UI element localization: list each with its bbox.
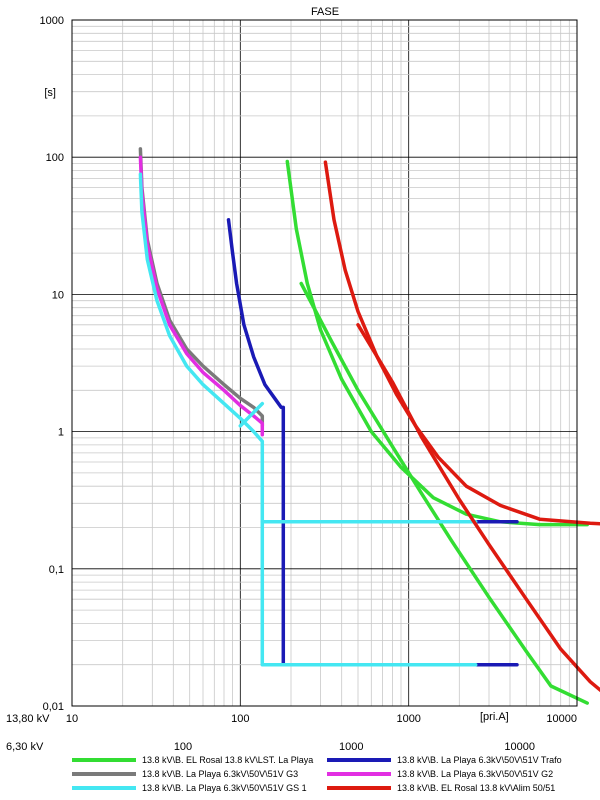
- chart-title: FASE: [311, 6, 339, 18]
- x-tick-label: 1000: [396, 713, 420, 725]
- grid: [71, 20, 577, 707]
- series-curves: [138, 147, 600, 705]
- y-tick-label: 10: [52, 289, 64, 301]
- y-tick-labels: 1000 100 10 1 0,1 0,01: [40, 15, 64, 713]
- legend-label: 13.8 kV\B. EL Rosal 13.8 kV\LST. La Play…: [142, 755, 313, 765]
- legend-label: 13.8 kV\B. La Playa 6.3kV\50V\51V G3: [142, 769, 298, 779]
- x-tick-label: 10000: [546, 713, 577, 725]
- y-tick-label: 100: [46, 152, 64, 164]
- y-tick-label: 0,01: [43, 701, 64, 713]
- legend-label: 13.8 kV\B. La Playa 6.3kV\50V\51V Trafo: [397, 755, 562, 765]
- legend: 13.8 kV\B. EL Rosal 13.8 kV\LST. La Play…: [72, 755, 562, 793]
- series-curve-5: [356, 323, 600, 693]
- plot-frame: [71, 19, 578, 707]
- legend-label: 13.8 kV\B. EL Rosal 13.8 kV\Alim 50/51: [397, 783, 555, 793]
- x-axis-voltage-label: 13,80 kV: [6, 713, 50, 725]
- y-tick-label: 0,1: [49, 564, 64, 576]
- x-unit-label-bg: [476, 708, 516, 723]
- x-axis-label: [pri.A]: [480, 711, 509, 723]
- legend-label: 13.8 kV\B. La Playa 6.3kV\50V\51V GS 1: [142, 783, 307, 793]
- series-curve-0: [299, 281, 589, 705]
- x-axis-voltage-label: 6,30 kV: [6, 741, 44, 753]
- series-curve-4: [138, 172, 478, 667]
- series-curve-1: [226, 218, 519, 667]
- x-tick-label: 100: [231, 713, 249, 725]
- y-axis-label: [s]: [44, 87, 56, 99]
- x-tick-label: 10000: [504, 741, 535, 753]
- legend-label: 13.8 kV\B. La Playa 6.3kV\50V\51V G2: [397, 769, 553, 779]
- y-tick-label: 1: [58, 427, 64, 439]
- x-tick-label: 10: [66, 713, 78, 725]
- y-tick-label: 1000: [40, 15, 64, 27]
- x-tick-label: 100: [174, 741, 192, 753]
- x-tick-label: 1000: [339, 741, 363, 753]
- series-curve-4: [238, 401, 265, 428]
- x-tick-labels: 13,80 kV 10 100 1000 10000 6,30 kV 100 1000 1000…: [6, 713, 577, 753]
